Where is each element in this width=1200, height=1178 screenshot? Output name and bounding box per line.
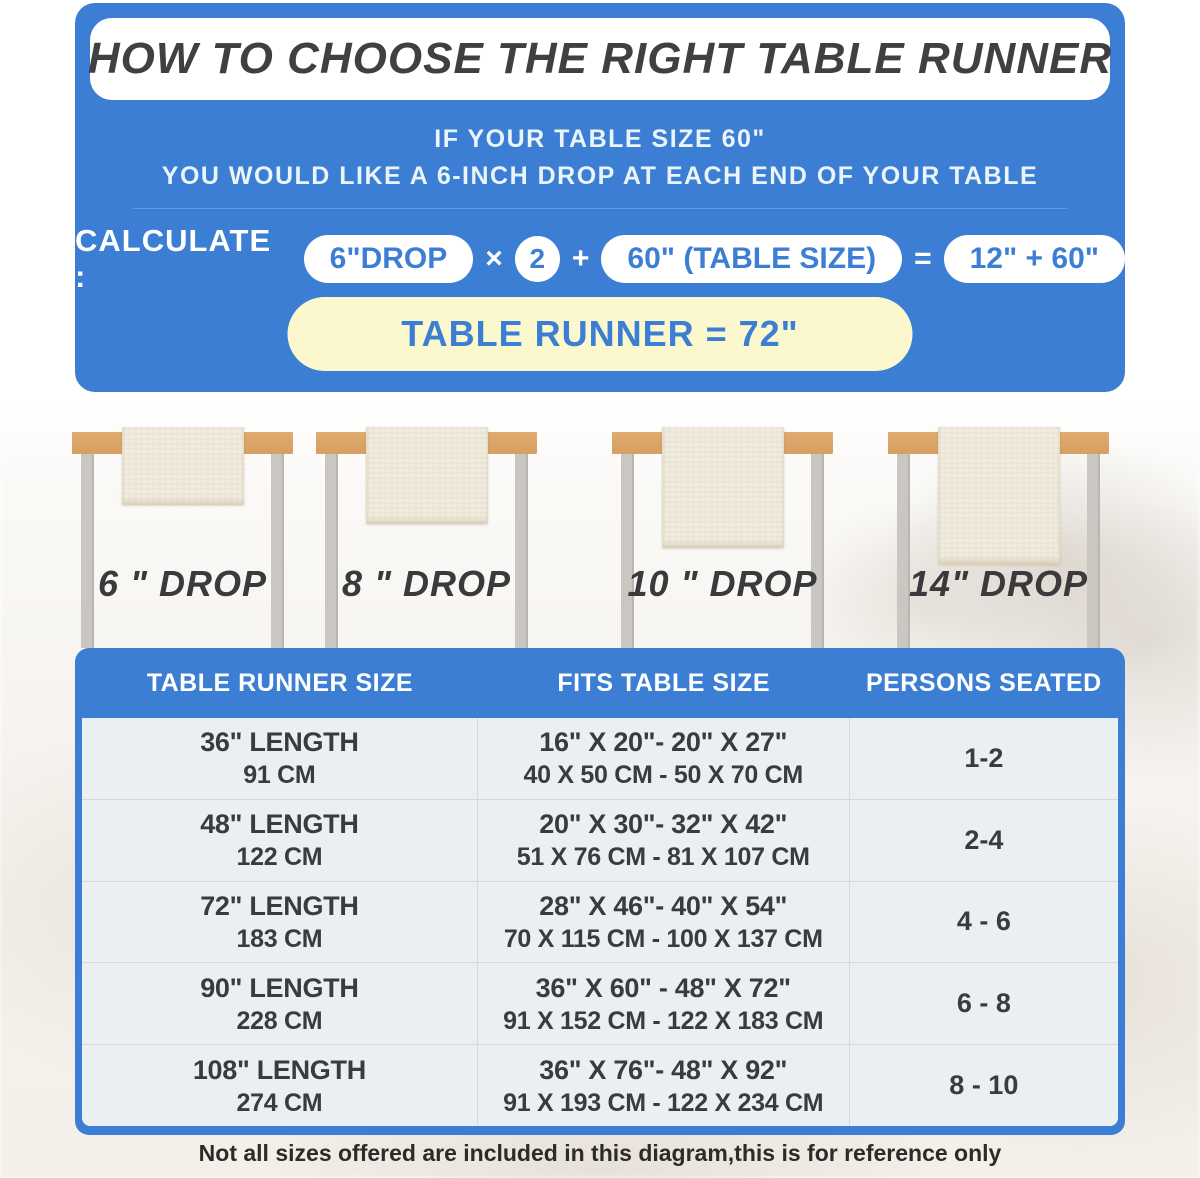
- table-figure-8-inch: 8 " DROP: [316, 425, 537, 648]
- size-cm: 274 CM: [236, 1088, 323, 1117]
- multiply-sign: ×: [485, 242, 503, 275]
- size-inches: 108" LENGTH: [192, 1054, 366, 1085]
- table-figure-6-inch: 6 " DROP: [72, 425, 293, 648]
- runner-size-cell: 90" LENGTH 228 CM: [82, 963, 478, 1045]
- fits-table-cell: 36" X 60" - 48" X 72" 91 X 152 CM - 122 …: [478, 963, 850, 1045]
- table-figure-14-inch: 14" DROP: [888, 425, 1109, 648]
- disclaimer-note: Not all sizes offered are included in th…: [198, 1140, 1002, 1166]
- fits-cm: 51 X 76 CM - 81 X 107 CM: [516, 843, 810, 872]
- intro-line-2: YOU WOULD LIKE A 6-INCH DROP AT EACH END…: [161, 162, 1039, 190]
- fits-inches: 20" X 30"- 32" X 42": [539, 809, 788, 840]
- fits-cm: 70 X 115 CM - 100 X 137 CM: [503, 924, 823, 953]
- table-leg: [271, 454, 284, 648]
- fits-table-cell: 16" X 20"- 20" X 27" 40 X 50 CM - 50 X 7…: [478, 718, 850, 799]
- calculate-label: CALCULATE :: [75, 223, 272, 294]
- drop-value-pill: 6"DROP: [303, 235, 474, 283]
- table-row: 48" LENGTH 122 CM 20" X 30"- 32" X 42" 5…: [82, 799, 1118, 882]
- table-row: 36" LENGTH 91 CM 16" X 20"- 20" X 27" 40…: [82, 718, 1118, 800]
- calculation-formula: CALCULATE : 6"DROP × 2 + 60" (TABLE SIZE…: [75, 223, 1125, 294]
- persons-count: 8 - 10: [949, 1070, 1019, 1101]
- size-cm: 91 CM: [243, 761, 316, 790]
- fits-table-cell: 36" X 76"- 48" X 92" 91 X 193 CM - 122 X…: [478, 1045, 850, 1126]
- intro-line-1: IF YOUR TABLE SIZE 60": [434, 125, 766, 153]
- size-inches: 36" LENGTH: [200, 727, 359, 758]
- result-banner: TABLE RUNNER = 72": [287, 297, 913, 371]
- divider: [133, 208, 1067, 209]
- result-text: TABLE RUNNER = 72": [401, 313, 799, 354]
- intro-text: IF YOUR TABLE SIZE 60" YOU WOULD LIKE A …: [75, 121, 1125, 195]
- table-row: 90" LENGTH 228 CM 36" X 60" - 48" X 72" …: [82, 963, 1118, 1046]
- page-title: HOW TO CHOOSE THE RIGHT TABLE RUNNER: [87, 34, 1113, 83]
- runner-size-cell: 108" LENGTH 274 CM: [82, 1045, 478, 1126]
- table-size-pill: 60" (TABLE SIZE): [601, 235, 903, 283]
- persons-cell: 6 - 8: [850, 963, 1118, 1044]
- size-inches: 90" LENGTH: [200, 972, 359, 1003]
- fits-inches: 16" X 20"- 20" X 27": [539, 727, 788, 758]
- table-row: 72" LENGTH 183 CM 28" X 46"- 40" X 54" 7…: [82, 881, 1118, 964]
- runner-size-cell: 48" LENGTH 122 CM: [82, 799, 478, 881]
- fits-table-cell: 20" X 30"- 32" X 42" 51 X 76 CM - 81 X 1…: [478, 799, 850, 881]
- column-header-persons: PERSONS SEATED: [865, 668, 1102, 697]
- persons-count: 4 - 6: [956, 906, 1011, 937]
- size-inches: 48" LENGTH: [200, 809, 359, 840]
- fits-cm: 40 X 50 CM - 50 X 70 CM: [523, 761, 804, 790]
- table-runner-drape: [365, 427, 488, 524]
- drop-label: 14" DROP: [908, 563, 1089, 604]
- size-chart-body: 36" LENGTH 91 CM 16" X 20"- 20" X 27" 40…: [82, 718, 1118, 1126]
- plus-sign: +: [571, 242, 590, 275]
- persons-cell: 1-2: [850, 718, 1118, 799]
- drop-label: 6 " DROP: [97, 563, 268, 604]
- size-cm: 228 CM: [236, 1006, 323, 1035]
- table-leg: [621, 454, 634, 648]
- header-panel: HOW TO CHOOSE THE RIGHT TABLE RUNNER IF …: [75, 3, 1125, 392]
- persons-count: 2-4: [964, 824, 1004, 855]
- persons-cell: 2-4: [850, 800, 1118, 881]
- equals-sign: =: [914, 242, 932, 275]
- table-runner-drape: [661, 427, 784, 548]
- fits-inches: 36" X 76"- 48" X 92": [539, 1054, 788, 1085]
- table-runner-drape: [937, 427, 1060, 564]
- table-figure-10-inch: 10 " DROP: [612, 425, 833, 648]
- table-leg: [81, 454, 94, 648]
- size-cm: 122 CM: [236, 843, 323, 872]
- size-cm: 183 CM: [236, 924, 323, 953]
- title-banner: HOW TO CHOOSE THE RIGHT TABLE RUNNER: [87, 18, 1113, 100]
- multiplier-badge: 2: [514, 236, 560, 282]
- fits-cm: 91 X 193 CM - 122 X 234 CM: [503, 1088, 824, 1117]
- table-leg: [325, 454, 338, 648]
- fits-inches: 28" X 46"- 40" X 54": [539, 890, 788, 921]
- table-row: 108" LENGTH 274 CM 36" X 76"- 48" X 92" …: [82, 1045, 1118, 1126]
- drop-label: 8 " DROP: [341, 563, 512, 604]
- drop-diagrams: 6 " DROP 8 " DROP 10 " DROP 14" DROP: [0, 425, 1200, 648]
- fits-inches: 36" X 60" - 48" X 72": [535, 972, 791, 1003]
- fits-cm: 91 X 152 CM - 122 X 183 CM: [503, 1006, 824, 1035]
- table-leg: [515, 454, 528, 648]
- column-header-runner-size: TABLE RUNNER SIZE: [146, 668, 414, 697]
- persons-cell: 8 - 10: [850, 1045, 1118, 1126]
- table-leg: [811, 454, 824, 648]
- drop-label: 10 " DROP: [627, 563, 818, 604]
- column-header-fits-table: FITS TABLE SIZE: [557, 668, 770, 697]
- table-leg: [1087, 454, 1100, 648]
- persons-count: 6 - 8: [956, 988, 1011, 1019]
- table-runner-drape: [121, 427, 244, 505]
- sum-pill: 12" + 60": [943, 235, 1125, 283]
- persons-count: 1-2: [964, 742, 1004, 773]
- fits-table-cell: 28" X 46"- 40" X 54" 70 X 115 CM - 100 X…: [478, 881, 850, 963]
- size-inches: 72" LENGTH: [200, 890, 359, 921]
- size-chart-panel: TABLE RUNNER SIZE FITS TABLE SIZE PERSON…: [75, 648, 1125, 1135]
- runner-size-cell: 36" LENGTH 91 CM: [82, 718, 478, 799]
- persons-cell: 4 - 6: [850, 882, 1118, 963]
- runner-size-cell: 72" LENGTH 183 CM: [82, 881, 478, 963]
- table-leg: [897, 454, 910, 648]
- size-chart-header: TABLE RUNNER SIZE FITS TABLE SIZE PERSON…: [82, 648, 1118, 718]
